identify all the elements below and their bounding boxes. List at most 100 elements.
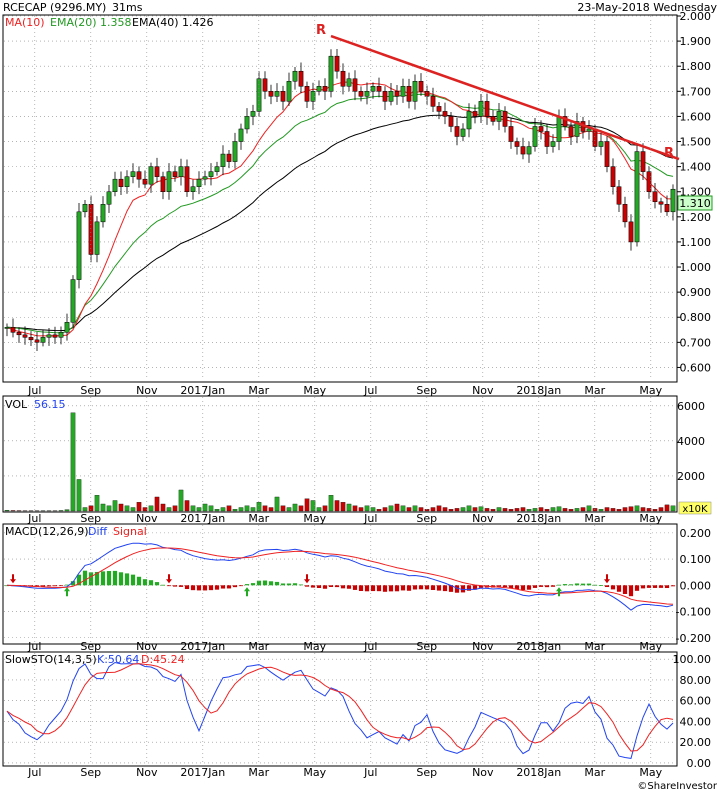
volume-bar (526, 509, 532, 512)
macd-histogram-bar (232, 585, 238, 588)
candle-up (466, 111, 472, 130)
macd-histogram-bar (412, 585, 418, 590)
price-xtick-label: 2018Jan (516, 384, 561, 397)
volume-bar (160, 503, 166, 512)
candle-down (562, 116, 568, 127)
candle-down (10, 327, 16, 333)
volume-bar (574, 508, 580, 512)
ticker-title: RCECAP (9296.MY) (3, 1, 106, 14)
volume-bar (376, 509, 382, 512)
macd-histogram-bar (40, 585, 46, 587)
volume-bar (490, 509, 496, 512)
volume-bar (652, 509, 658, 512)
candle-down (418, 81, 424, 92)
macd-histogram-bar (184, 585, 190, 590)
candle-down (28, 337, 34, 341)
resistance-marker: R (664, 146, 674, 161)
candle-down (226, 153, 232, 162)
volume-bar (586, 505, 592, 512)
candle-up (148, 166, 154, 185)
volume-bar (472, 507, 478, 512)
volume-bar (88, 505, 94, 512)
price-ytick-label: 0.600 (680, 361, 712, 374)
price-ytick-label: 1.400 (680, 161, 712, 174)
macd-histogram-bar (496, 585, 502, 587)
macd-histogram-bar (316, 585, 322, 588)
candle-down (172, 171, 178, 177)
price-xtick-label: Mar (248, 384, 269, 397)
stoch-xtick-label: Nov (136, 766, 158, 779)
candle-up (46, 334, 52, 338)
price-ytick-label: 1.300 (680, 186, 712, 199)
macd-signal-line (6, 547, 674, 605)
price-xtick-label: Sep (80, 384, 101, 397)
macd-histogram-bar (406, 585, 412, 591)
stoch-xtick-label: Jul (27, 766, 41, 779)
macd-histogram-bar (634, 585, 640, 591)
price-xtick-label: Sep (416, 384, 437, 397)
macd-histogram-bar (520, 585, 526, 591)
volume-bar (250, 507, 256, 512)
candle-up (574, 121, 580, 137)
macd-sell-arrow (304, 574, 310, 584)
volume-bar (430, 507, 436, 512)
macd-histogram-bar (562, 584, 568, 586)
stoch-panel: 0.00 20.00 40.00 60.00 80.00 100.00 SlowSTO(1… (2, 651, 712, 779)
candle-up (478, 101, 484, 117)
candle-down (544, 131, 550, 147)
volume-bar (202, 503, 208, 512)
macd-histogram-bar (622, 585, 628, 594)
macd-histogram-bar (106, 571, 112, 586)
stoch-xtick-label: Mar (248, 766, 269, 779)
volume-bar (100, 503, 106, 512)
macd-histogram-bar (142, 579, 148, 586)
volume-bar (274, 496, 280, 512)
macd-histogram-bar (88, 572, 94, 586)
volume-bar (190, 505, 196, 512)
candle-down (610, 166, 616, 187)
macd-histogram-bar (646, 585, 652, 588)
candle-down (340, 70, 346, 87)
volume-bar (604, 507, 610, 512)
price-xtick-label: Mar (584, 384, 605, 397)
candle-up (82, 204, 88, 213)
volume-bar (4, 510, 10, 512)
volume-bar (382, 507, 388, 512)
candle-up (244, 116, 250, 130)
candle-up (370, 86, 376, 92)
candle-up (208, 171, 214, 177)
candle-up (76, 211, 82, 280)
volume-bar (532, 508, 538, 512)
macd-histogram-bar (508, 585, 514, 589)
macd-histogram-bar (274, 581, 280, 586)
macd-buy-arrow (556, 587, 562, 597)
price-ytick-label: 1.000 (680, 261, 712, 274)
candle-down (34, 339, 40, 343)
macd-histogram-bar (256, 580, 262, 586)
volume-xtick-label: Nov (136, 512, 158, 525)
macd-histogram-bar (514, 585, 520, 590)
stoch-ytick-label: 100.00 (673, 653, 712, 666)
volume-bar (670, 505, 676, 512)
price-panel: 0.600 0.700 0.800 0.900 1.000 1.100 1.200 1.300… (2, 10, 713, 397)
macd-histogram-bar (160, 584, 166, 586)
price-xtick-label: Nov (472, 384, 494, 397)
candle-up (124, 176, 130, 187)
volume-xtick-label: Mar (584, 512, 605, 525)
candle-up (346, 78, 352, 87)
volume-bar (268, 507, 274, 512)
macd-xtick-label: Mar (584, 640, 605, 653)
macd-xtick-label: Nov (472, 640, 494, 653)
volume-bar (112, 500, 118, 512)
macd-histogram-bar (118, 572, 124, 586)
macd-histogram-bar (310, 585, 316, 588)
candle-up (166, 171, 172, 192)
candle-down (406, 86, 412, 102)
candle-down (508, 126, 514, 142)
macd-diff-line (6, 542, 674, 611)
volume-bar (454, 508, 460, 512)
macd-histogram-bar (400, 585, 406, 591)
macd-histogram-bar (652, 585, 658, 588)
macd-panel: -0.200 -0.100 0.000 0.100 0.200 MACD(12,26,9… (2, 523, 711, 653)
candle-up (460, 128, 466, 137)
